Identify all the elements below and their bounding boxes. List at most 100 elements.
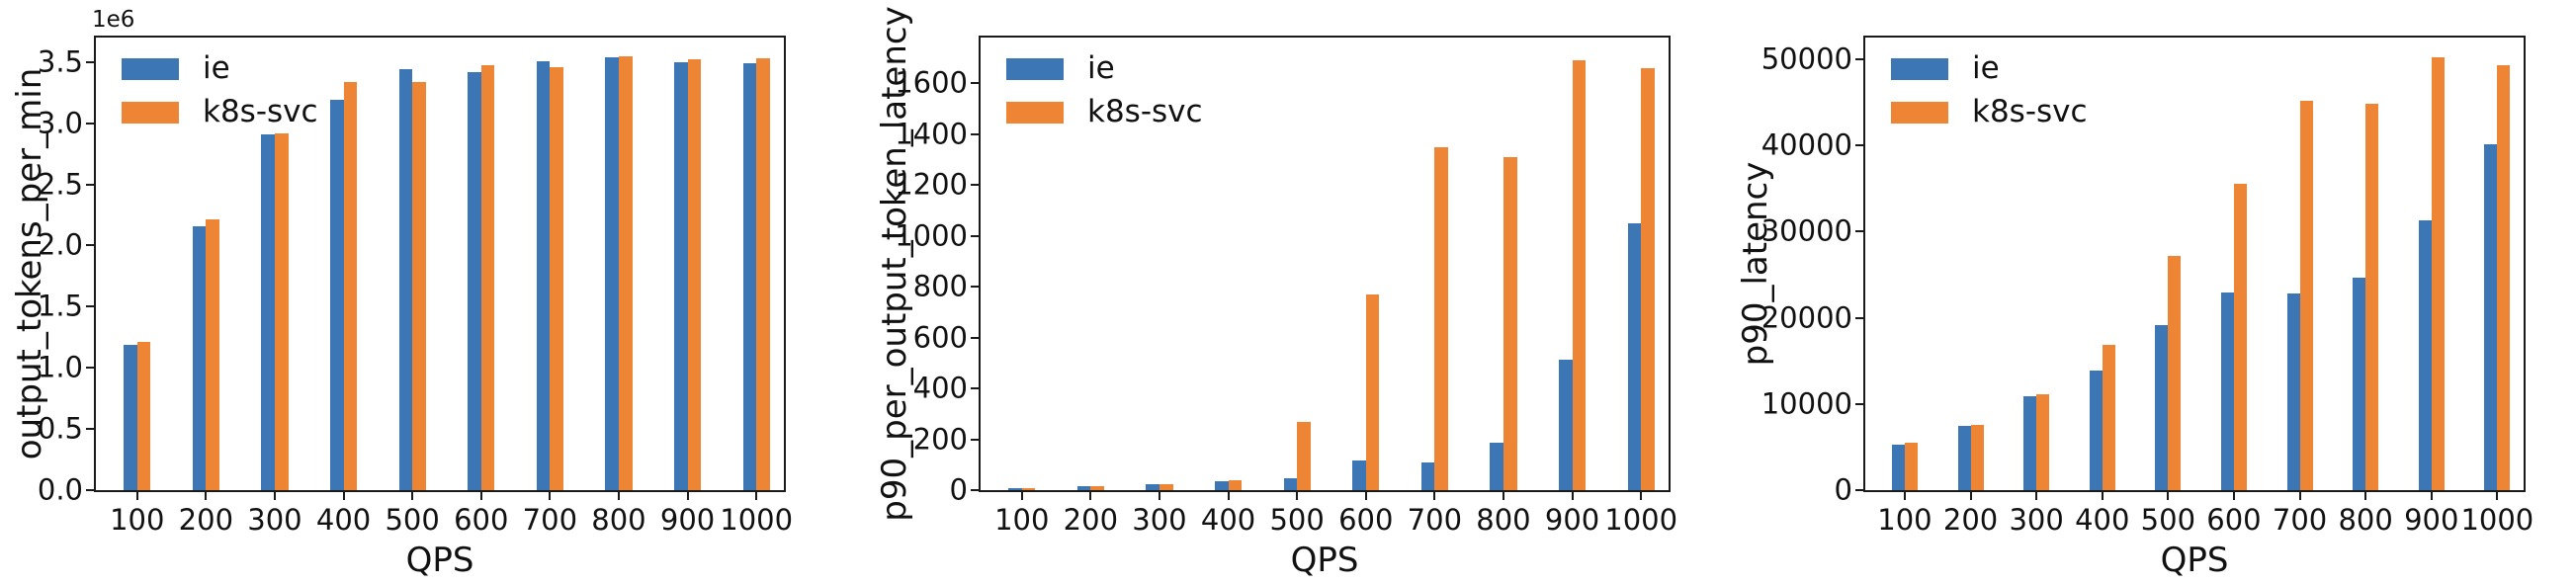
y-axis-label: p90_latency [1736, 161, 1775, 367]
bar-ie-500 [1283, 477, 1298, 490]
x-tick-label: 900 [659, 503, 716, 537]
bar-ie-600 [468, 71, 481, 490]
x-tick-mark [2167, 492, 2170, 500]
x-tick-label: 200 [1063, 503, 1119, 537]
x-tick-label: 900 [2404, 503, 2459, 537]
legend: ie k8s-svc [122, 53, 318, 127]
x-tick-mark [1571, 492, 1574, 500]
y-tick-label: 2.5 [37, 167, 83, 202]
y-tick-label: 3.5 [37, 44, 83, 79]
y-tick-label: 1600 [895, 65, 968, 100]
y-tick-mark [971, 82, 979, 85]
x-tick-label: 600 [454, 503, 509, 537]
bar-k8s-svc-1000 [1641, 67, 1655, 490]
x-tick-label: 100 [110, 503, 165, 537]
bar-k8s-svc-1000 [756, 58, 770, 490]
x-axis-label: QPS [405, 541, 474, 580]
x-tick-label: 500 [1269, 503, 1325, 537]
bar-k8s-svc-600 [1365, 293, 1380, 490]
y-tick-label: 2.0 [37, 227, 83, 262]
x-tick-mark [1502, 492, 1504, 500]
y-tick-label: 0 [949, 472, 968, 507]
legend-swatch-k8s-svc [1891, 101, 1948, 124]
legend-label-ie: ie [1087, 50, 1115, 86]
y-tick-label: 10000 [1760, 386, 1852, 421]
y-tick-mark [971, 489, 979, 491]
y-tick-label: 400 [912, 371, 968, 405]
y-tick-mark [86, 183, 94, 186]
bar-k8s-svc-900 [1572, 60, 1587, 490]
bar-k8s-svc-400 [2102, 345, 2115, 490]
plot-area: 1e6 ie k8s-svc QPS 0.0 0.5 1.0 1.5 2.0 2.5 3.0… [38, 9, 793, 578]
axis-offset-text: 1e6 [92, 7, 135, 33]
y-tick-mark [971, 387, 979, 390]
x-tick-mark [686, 492, 689, 500]
bar-ie-600 [2220, 292, 2234, 490]
y-tick-mark [971, 286, 979, 289]
y-tick-mark [971, 184, 979, 187]
y-tick-label: 1200 [895, 167, 968, 202]
x-tick-mark [1227, 492, 1230, 500]
x-tick-mark [617, 492, 620, 500]
legend-label-ie: ie [203, 50, 230, 86]
bar-ie-400 [2089, 370, 2103, 490]
bar-k8s-svc-700 [1434, 146, 1448, 490]
x-tick-label: 700 [1407, 503, 1463, 537]
x-tick-mark [2496, 492, 2499, 500]
x-tick-label: 400 [315, 503, 372, 537]
x-tick-mark [205, 492, 208, 500]
y-tick-mark [86, 244, 94, 247]
x-tick-mark [411, 492, 414, 500]
bar-k8s-svc-300 [2036, 394, 2050, 490]
bar-k8s-svc-900 [2431, 57, 2445, 490]
x-tick-mark [1296, 492, 1299, 500]
x-tick-mark [1364, 492, 1367, 500]
bar-ie-800 [605, 56, 619, 490]
bar-ie-100 [124, 344, 137, 490]
bar-ie-100 [1891, 444, 1905, 490]
x-axis-label: QPS [1290, 541, 1359, 580]
legend-swatch-k8s-svc [122, 101, 179, 124]
x-tick-mark [273, 492, 276, 500]
bar-ie-300 [2023, 395, 2037, 490]
x-tick-label: 800 [2338, 503, 2393, 537]
bar-k8s-svc-200 [1090, 485, 1104, 490]
y-tick-label: 0.0 [37, 472, 83, 507]
bar-ie-800 [2353, 278, 2366, 490]
x-tick-label: 100 [1877, 503, 1932, 537]
x-tick-label: 200 [178, 503, 234, 537]
x-tick-label: 300 [2009, 503, 2064, 537]
bar-ie-1000 [2484, 144, 2498, 490]
x-tick-label: 700 [2272, 503, 2328, 537]
bar-ie-900 [2418, 219, 2432, 490]
y-tick-label: 1.5 [37, 289, 83, 323]
x-tick-label: 1000 [1604, 503, 1678, 537]
x-tick-mark [755, 492, 758, 500]
plot-area: ie k8s-svc QPS 0 10000 20000 30000 40000 5000… [1761, 36, 2533, 577]
legend-label-k8s-svc: k8s-svc [1087, 94, 1203, 129]
x-tick-mark [2430, 492, 2433, 500]
bar-ie-500 [2155, 324, 2169, 490]
x-tick-mark [1903, 492, 1906, 500]
x-tick-mark [1969, 492, 1972, 500]
legend-item-ie: ie [1891, 53, 2088, 84]
y-tick-mark [1855, 230, 1863, 233]
bar-ie-200 [1957, 426, 1971, 490]
legend-item-ie: ie [1006, 53, 1203, 84]
y-tick-label: 800 [912, 269, 968, 303]
y-tick-mark [86, 367, 94, 370]
y-tick-mark [1855, 402, 1863, 405]
x-tick-label: 200 [1942, 503, 1999, 537]
y-tick-label: 200 [912, 422, 968, 457]
plot-area: ie k8s-svc QPS 0 200 400 600 800 1000 1200 1400… [895, 36, 1677, 577]
bar-ie-600 [1352, 460, 1366, 490]
x-tick-label: 1000 [2460, 503, 2534, 537]
legend: ie k8s-svc [1006, 53, 1203, 127]
bar-k8s-svc-600 [2233, 184, 2247, 490]
bar-k8s-svc-100 [1021, 487, 1036, 490]
x-tick-mark [2035, 492, 2038, 500]
x-tick-mark [479, 492, 482, 500]
y-tick-mark [971, 234, 979, 237]
bar-k8s-svc-500 [1297, 421, 1311, 490]
x-axis-label: QPS [2160, 541, 2229, 580]
